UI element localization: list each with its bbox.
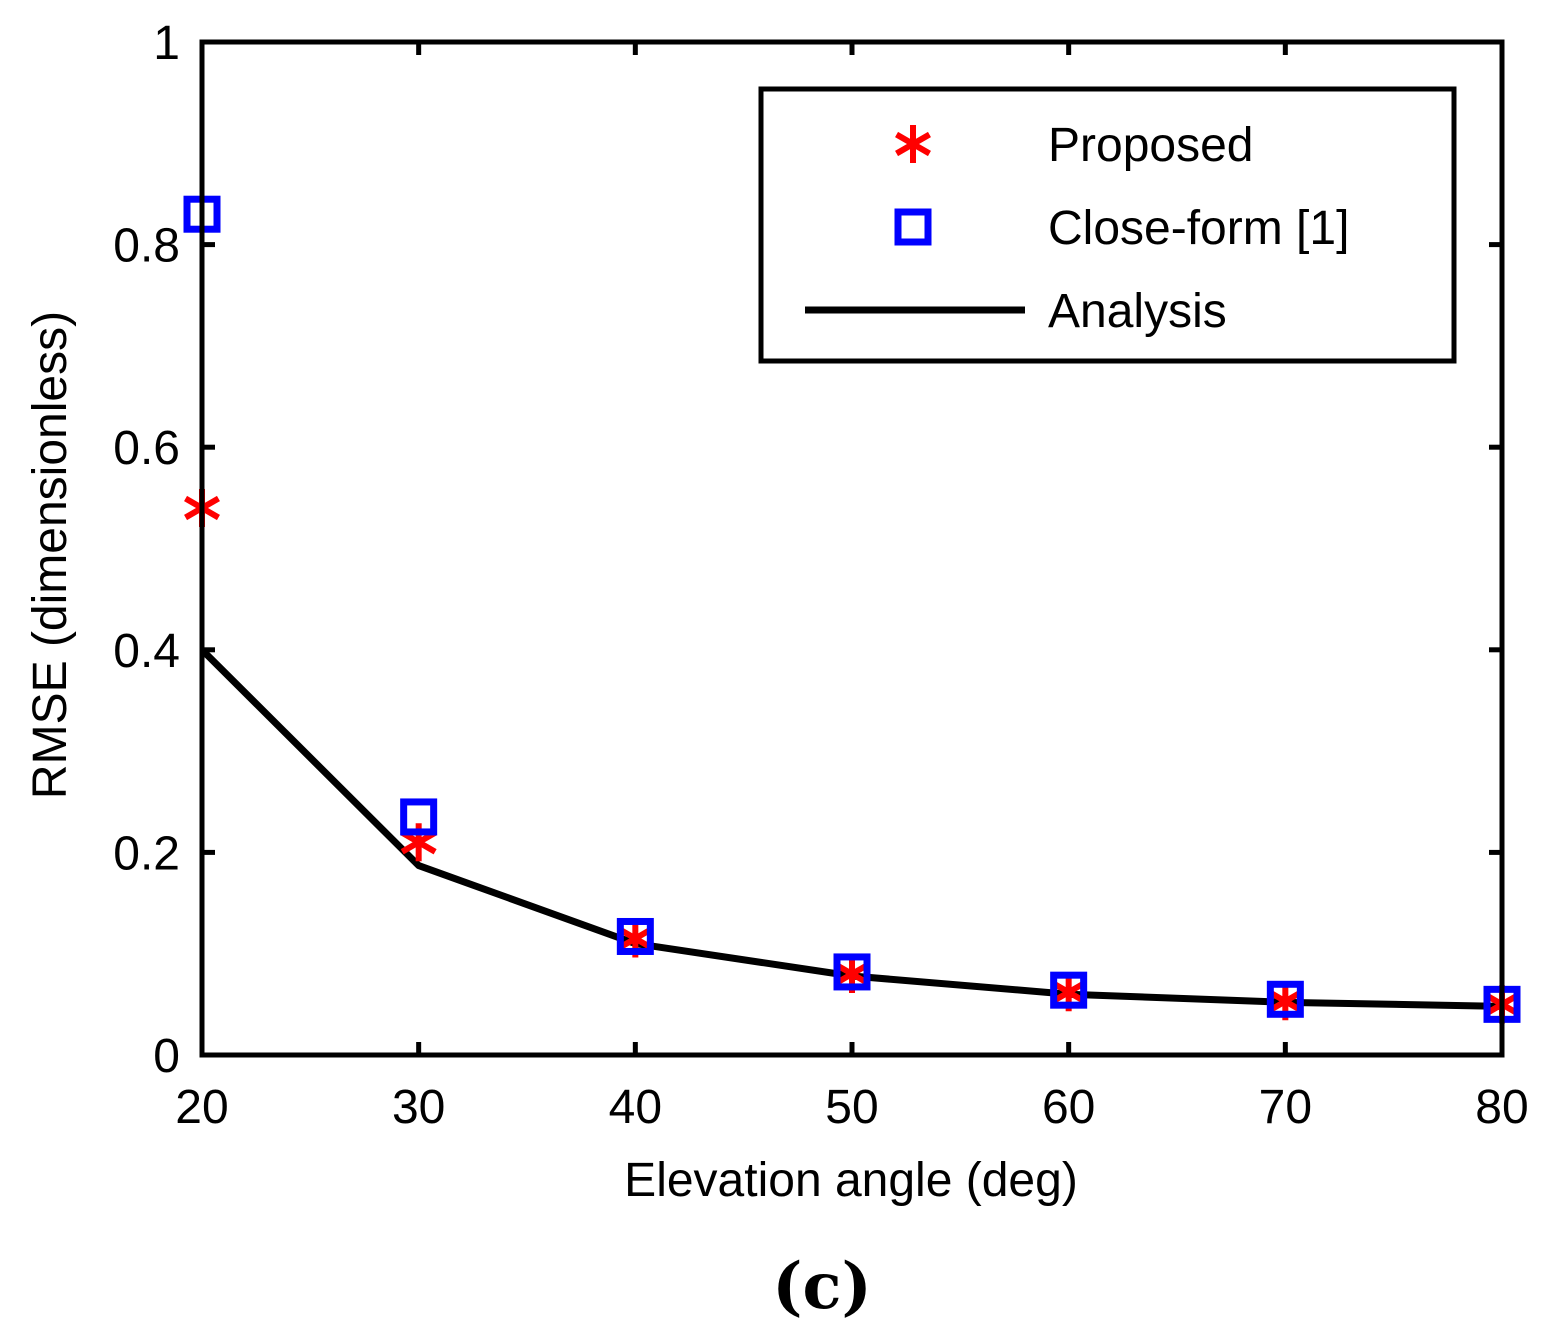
legend-proposed-marker-stroke <box>895 125 931 163</box>
closeform-point <box>1050 971 1088 1009</box>
legend-label: Close-form [1] <box>1048 202 1349 255</box>
legend-label: Analysis <box>1048 285 1227 338</box>
legend-label: Proposed <box>1048 119 1253 172</box>
axes-box <box>199 39 1505 1058</box>
legend-closeform-marker <box>894 208 932 246</box>
x-tick-label: 50 <box>825 1081 878 1134</box>
x-tick-label: 70 <box>1259 1081 1312 1134</box>
closeform-point <box>1266 980 1304 1018</box>
figure-caption: (c) <box>772 1249 872 1324</box>
x-tick-label: 40 <box>609 1081 662 1134</box>
y-tick-label: 0.6 <box>113 422 180 475</box>
x-tick-label: 80 <box>1475 1081 1528 1134</box>
x-axis-label: Elevation angle (deg) <box>624 1154 1078 1207</box>
closeform-point <box>400 798 438 836</box>
axes-frame <box>199 39 1505 1058</box>
y-tick-label: 0.4 <box>113 625 180 678</box>
legend-proposed-marker <box>895 125 931 163</box>
y-tick-label: 0.2 <box>113 827 180 880</box>
closeform-point <box>616 917 654 955</box>
x-tick-label: 60 <box>1042 1081 1095 1134</box>
y-tick-label: 0.8 <box>113 220 180 273</box>
legend: Proposed Close-form [1] Analysis <box>758 86 1457 364</box>
x-tick-label: 20 <box>175 1081 228 1134</box>
y-axis-label: RMSE (dimensionless) <box>24 311 77 799</box>
y-tick-label: 1 <box>153 17 180 70</box>
y-tick-label: 0 <box>153 1030 180 1083</box>
closeform-point <box>833 953 871 991</box>
axis-ticks: 20 30 40 50 60 70 80 0 0.2 0.4 0.6 0.8 1 <box>113 17 1528 1134</box>
legend-box <box>758 86 1457 364</box>
x-tick-label: 30 <box>392 1081 445 1134</box>
